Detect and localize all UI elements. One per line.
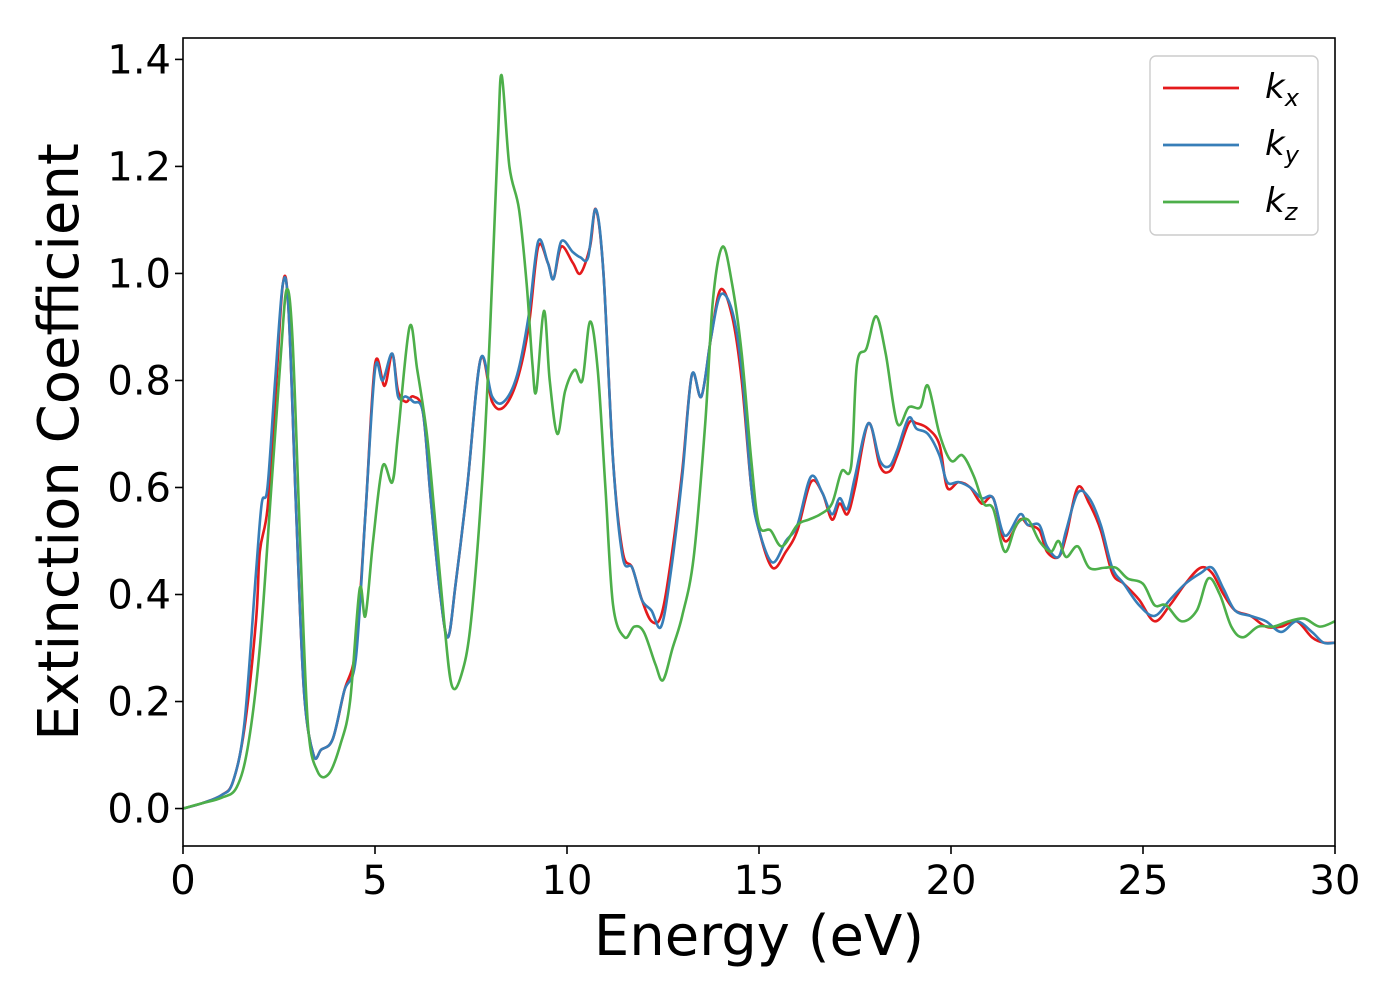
- legend-label-kz: kz: [1265, 181, 1299, 226]
- y-axis-ticks: 0.0 0.2 0.4 0.6 0.8 1.0 1.2 1.4: [107, 37, 183, 833]
- x-tick-label: 10: [542, 858, 593, 904]
- series-line-ky: [183, 207, 1335, 810]
- legend-entries: kx ky kz: [1163, 67, 1300, 226]
- series-line-kz: [183, 73, 1335, 810]
- y-tick-label: 1.0: [107, 251, 171, 297]
- x-tick-label: 15: [734, 858, 785, 904]
- y-tick-label: 0.4: [107, 573, 171, 619]
- legend: kx ky kz: [1149, 55, 1319, 236]
- x-tick-label: 5: [362, 858, 387, 904]
- y-tick-label: 0.8: [107, 358, 171, 404]
- x-tick-label: 20: [926, 858, 977, 904]
- x-tick-label: 30: [1310, 858, 1361, 904]
- y-axis-title: Extinction Coefficient: [27, 143, 92, 741]
- y-tick-label: 0.2: [107, 680, 171, 726]
- series-line-kx: [183, 207, 1335, 810]
- x-axis-ticks: 0 5 10 15 20 25 30: [170, 846, 1360, 904]
- y-tick-label: 1.4: [107, 37, 171, 83]
- legend-label-ky: ky: [1265, 124, 1300, 169]
- x-tick-label: 0: [170, 858, 195, 904]
- y-tick-label: 0.6: [107, 465, 171, 511]
- y-tick-label: 0.0: [107, 787, 171, 833]
- x-axis-title: Energy (eV): [594, 904, 924, 969]
- series-group: [183, 73, 1335, 810]
- legend-label-kx: kx: [1265, 67, 1300, 112]
- x-tick-label: 25: [1118, 858, 1169, 904]
- y-tick-label: 1.2: [107, 144, 171, 190]
